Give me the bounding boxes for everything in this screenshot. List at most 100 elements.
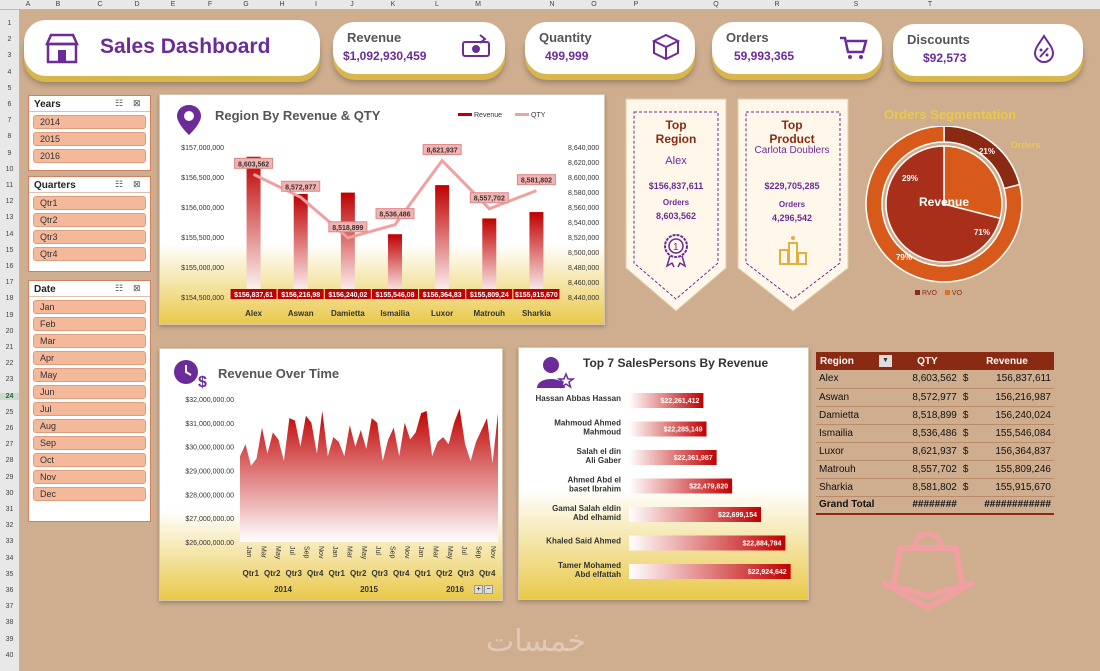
revenue-area[interactable] <box>240 408 498 543</box>
column-header[interactable]: K <box>390 1 396 8</box>
column-header[interactable]: D <box>134 1 140 8</box>
column-header[interactable]: Q <box>713 1 719 8</box>
column-header[interactable]: H <box>279 1 285 8</box>
row-header[interactable]: 25 <box>5 408 14 416</box>
slicer-item[interactable]: Jul <box>33 402 146 416</box>
salesperson-bar[interactable] <box>629 450 717 465</box>
salesperson-bar[interactable] <box>629 564 791 579</box>
row-header[interactable]: 13 <box>5 214 14 222</box>
slicer-item[interactable]: Qtr4 <box>33 247 146 261</box>
multiselect-icon[interactable]: ☷ <box>115 98 124 108</box>
column-header[interactable]: F <box>207 1 213 8</box>
row-header[interactable]: 27 <box>5 441 14 449</box>
slicer-item[interactable]: 2016 <box>33 149 146 163</box>
slicer-item[interactable]: 2015 <box>33 132 146 146</box>
row-header[interactable]: 8 <box>7 133 12 141</box>
top-sales-panel[interactable]: Top 7 SalesPersons By Revenue Hassan Abb… <box>518 347 809 600</box>
clear-filter-icon[interactable]: ⊠ <box>133 283 141 293</box>
salesperson-bar[interactable] <box>629 478 733 494</box>
row-header[interactable]: 7 <box>7 117 12 125</box>
row-header[interactable]: 37 <box>5 603 14 611</box>
salesperson-bar[interactable] <box>629 535 786 551</box>
row-header[interactable]: 15 <box>5 246 14 254</box>
row-header[interactable]: 22 <box>5 360 14 368</box>
column-header[interactable]: N <box>549 1 555 8</box>
row-header[interactable]: 18 <box>5 295 14 303</box>
slicer-item[interactable]: Oct <box>33 453 146 467</box>
row-header[interactable]: 20 <box>5 327 14 335</box>
multiselect-icon[interactable]: ☷ <box>115 179 124 189</box>
row-header[interactable]: 28 <box>5 457 14 465</box>
row-header[interactable]: 19 <box>5 311 14 319</box>
segmentation-chart[interactable]: Revenue 21% 79% 29% 71% <box>864 126 1032 286</box>
row-header[interactable]: 39 <box>5 635 14 643</box>
revenue-time-panel[interactable]: $ Revenue Over Time $26,000,000.00 $27,00… <box>159 348 503 601</box>
row-header[interactable]: 21 <box>5 344 14 351</box>
row-header[interactable]: 11 <box>5 182 14 189</box>
row-header[interactable]: 26 <box>5 425 14 432</box>
row-header[interactable]: 4 <box>7 68 12 76</box>
slicer-item[interactable]: Apr <box>33 351 146 365</box>
column-header[interactable]: E <box>170 1 176 8</box>
row-header[interactable]: 24 <box>0 392 19 400</box>
slicer-item[interactable]: Qtr3 <box>33 230 146 244</box>
slicer-item[interactable]: May <box>33 368 146 382</box>
revenue-bar[interactable] <box>529 212 544 297</box>
row-header[interactable]: 6 <box>7 101 12 108</box>
column-header[interactable]: C <box>97 1 103 8</box>
row-header[interactable]: 35 <box>5 570 14 578</box>
column-header[interactable]: M <box>475 1 481 8</box>
column-header[interactable]: A <box>25 1 31 8</box>
revenue-bar[interactable] <box>482 218 497 297</box>
salesperson-bar[interactable] <box>629 507 761 522</box>
salesperson-bar[interactable] <box>629 393 704 408</box>
revenue-slice[interactable] <box>885 145 1002 263</box>
row-header[interactable]: 9 <box>7 149 12 157</box>
slicer-item[interactable]: Sep <box>33 436 146 450</box>
row-header[interactable]: 30 <box>5 489 14 497</box>
row-header[interactable]: 10 <box>5 165 14 173</box>
row-header[interactable]: 3 <box>7 52 12 60</box>
column-header[interactable]: O <box>591 1 597 8</box>
slicer-item[interactable]: Nov <box>33 470 146 484</box>
column-header[interactable]: B <box>55 1 61 8</box>
slicer-item[interactable]: Qtr1 <box>33 196 146 210</box>
column-header[interactable]: R <box>774 1 780 8</box>
row-header[interactable]: 34 <box>5 554 14 562</box>
slicer-item[interactable]: Dec <box>33 487 146 501</box>
row-header[interactable]: 5 <box>7 84 12 92</box>
row-header[interactable]: 2 <box>7 36 12 44</box>
row-header[interactable]: 1 <box>7 20 12 27</box>
row-header[interactable]: 12 <box>5 198 14 206</box>
revenue-bar[interactable] <box>246 156 261 297</box>
qty-line[interactable] <box>252 158 537 240</box>
row-header[interactable]: 38 <box>5 619 14 627</box>
column-header[interactable]: G <box>243 1 249 8</box>
row-header[interactable]: 33 <box>5 538 14 546</box>
row-header[interactable]: 23 <box>5 376 14 384</box>
salesperson-bar[interactable] <box>629 421 707 437</box>
column-header[interactable]: P <box>633 1 639 8</box>
row-header[interactable]: 14 <box>5 230 14 238</box>
revenue-bar[interactable] <box>340 192 355 297</box>
row-header[interactable]: 32 <box>5 522 14 530</box>
slicer-item[interactable]: Aug <box>33 419 146 433</box>
slicer-item[interactable]: Jun <box>33 385 146 399</box>
multiselect-icon[interactable]: ☷ <box>115 283 124 293</box>
collapse-button[interactable]: − <box>484 585 493 594</box>
revenue-bar[interactable] <box>388 234 402 297</box>
slicer-item[interactable]: Qtr2 <box>33 213 146 227</box>
clear-filter-icon[interactable]: ⊠ <box>133 179 141 189</box>
slicer-item[interactable]: 2014 <box>33 115 146 129</box>
filter-dropdown-icon[interactable]: ▼ <box>878 355 892 367</box>
clear-filter-icon[interactable]: ⊠ <box>133 98 141 108</box>
slicer-item[interactable]: Feb <box>33 317 146 331</box>
row-header[interactable]: 17 <box>5 279 14 287</box>
row-header[interactable]: 40 <box>5 651 14 659</box>
row-header[interactable]: 31 <box>5 506 14 513</box>
slicer-item[interactable]: Jan <box>33 300 146 314</box>
slicer-item[interactable]: Mar <box>33 334 146 348</box>
revenue-bar[interactable] <box>293 193 308 297</box>
expand-button[interactable]: + <box>474 585 483 594</box>
column-header[interactable]: I <box>315 1 317 8</box>
